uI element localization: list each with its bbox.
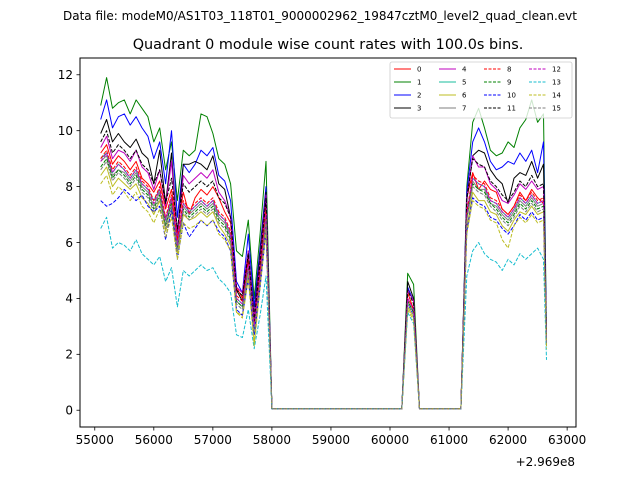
x-tick-label: 62000	[489, 433, 527, 447]
y-axis: 0 2 4 6 8 10 12	[58, 68, 80, 418]
series-line-15	[100, 160, 547, 410]
legend-label-11: 11	[507, 105, 516, 113]
legend-label-3: 3	[417, 105, 421, 113]
series-layer	[100, 77, 547, 410]
legend-label-14: 14	[552, 92, 561, 100]
x-tick-label: 57000	[194, 433, 232, 447]
legend-label-5: 5	[462, 79, 466, 87]
legend-label-15: 15	[552, 105, 561, 113]
series-line-8	[100, 149, 547, 410]
series-line-6	[100, 166, 547, 410]
chart-suptitle: Data file: modeM0/AS1T03_118T01_90000029…	[63, 9, 577, 23]
series-line-11	[100, 130, 547, 410]
series-line-12	[100, 152, 547, 410]
x-tick-label: 56000	[135, 433, 173, 447]
legend-label-0: 0	[417, 66, 421, 74]
legend-label-7: 7	[462, 105, 466, 113]
legend-box	[389, 61, 573, 119]
x-tick-label: 63000	[548, 433, 586, 447]
legend-label-4: 4	[462, 66, 467, 74]
x-tick-label: 58000	[253, 433, 291, 447]
series-line-4	[100, 135, 547, 410]
y-tick-label: 8	[65, 180, 73, 194]
series-line-10	[100, 188, 547, 410]
legend-label-2: 2	[417, 92, 421, 100]
y-tick-label: 10	[58, 124, 73, 138]
x-tick-label: 60000	[371, 433, 409, 447]
legend-label-1: 1	[417, 79, 421, 87]
legend-label-6: 6	[462, 92, 467, 100]
x-offset-label: +2.969e8	[516, 455, 575, 469]
x-tick-label: 59000	[312, 433, 350, 447]
legend-label-9: 9	[507, 79, 511, 87]
series-line-1	[100, 77, 547, 410]
series-line-2	[100, 99, 547, 410]
x-tick-label: 55000	[76, 433, 114, 447]
series-line-13	[100, 216, 547, 410]
y-tick-label: 6	[65, 236, 73, 250]
y-tick-label: 0	[65, 404, 73, 418]
y-tick-label: 4	[65, 292, 73, 306]
x-axis: 55000 56000 57000 58000 59000 60000 61000 62000…	[76, 427, 586, 447]
y-tick-label: 12	[58, 68, 73, 82]
legend-label-12: 12	[552, 66, 561, 74]
series-line-14	[100, 174, 547, 410]
legend-label-10: 10	[507, 92, 516, 100]
chart-title: Quadrant 0 module wise count rates with …	[133, 37, 524, 53]
legend-label-8: 8	[507, 66, 511, 74]
legend-label-13: 13	[552, 79, 561, 87]
y-tick-label: 2	[65, 348, 73, 362]
x-tick-label: 61000	[430, 433, 468, 447]
